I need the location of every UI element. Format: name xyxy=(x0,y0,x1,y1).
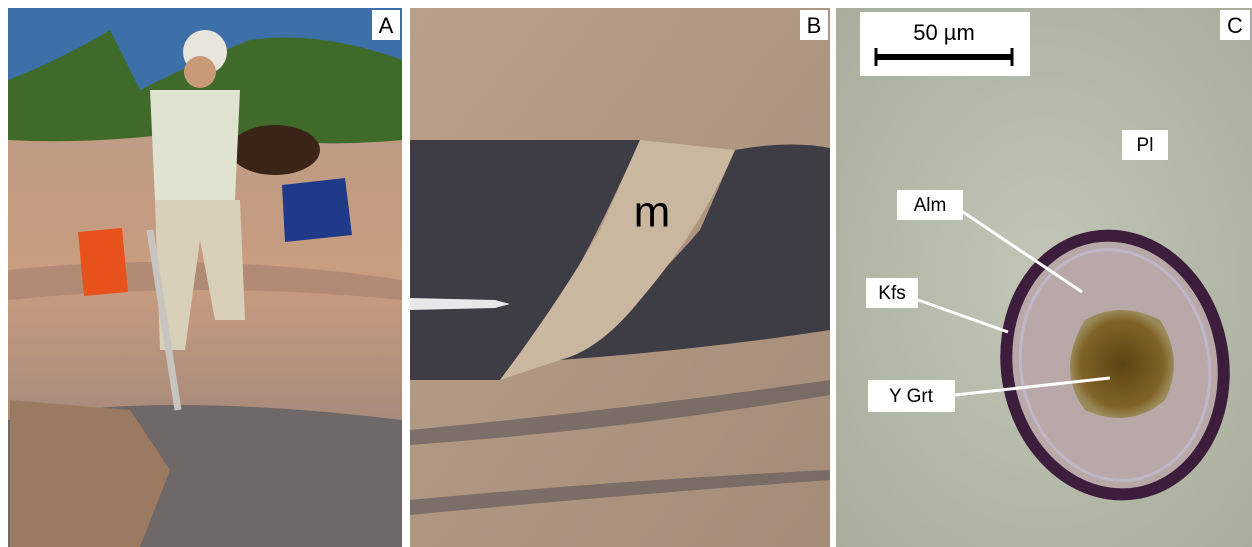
panel-c-photo xyxy=(836,8,1252,547)
panel-label: C xyxy=(1227,13,1243,38)
panel-b-photo xyxy=(410,8,830,547)
annotation: m xyxy=(634,188,671,237)
figure: A m B 50 µm Pl Alm Kfs Y Grt C xyxy=(0,0,1252,547)
panel-a-photo xyxy=(8,8,402,547)
panel-label: A xyxy=(379,13,394,38)
annotation: Y Grt xyxy=(889,386,934,407)
panel-label: B xyxy=(807,13,822,38)
backpack xyxy=(282,178,352,242)
page: A m B 50 µm Pl Alm Kfs Y Grt C (() => { … xyxy=(0,0,1252,547)
head xyxy=(184,56,216,88)
bucket xyxy=(78,228,128,296)
scale-label: 50 µm xyxy=(913,20,975,45)
annotation: Pl xyxy=(1137,135,1154,156)
annotation: Kfs xyxy=(878,283,905,304)
y-garnet xyxy=(1070,310,1174,418)
annotation: Alm xyxy=(914,195,947,216)
dog xyxy=(230,125,320,175)
shirt xyxy=(150,90,240,200)
